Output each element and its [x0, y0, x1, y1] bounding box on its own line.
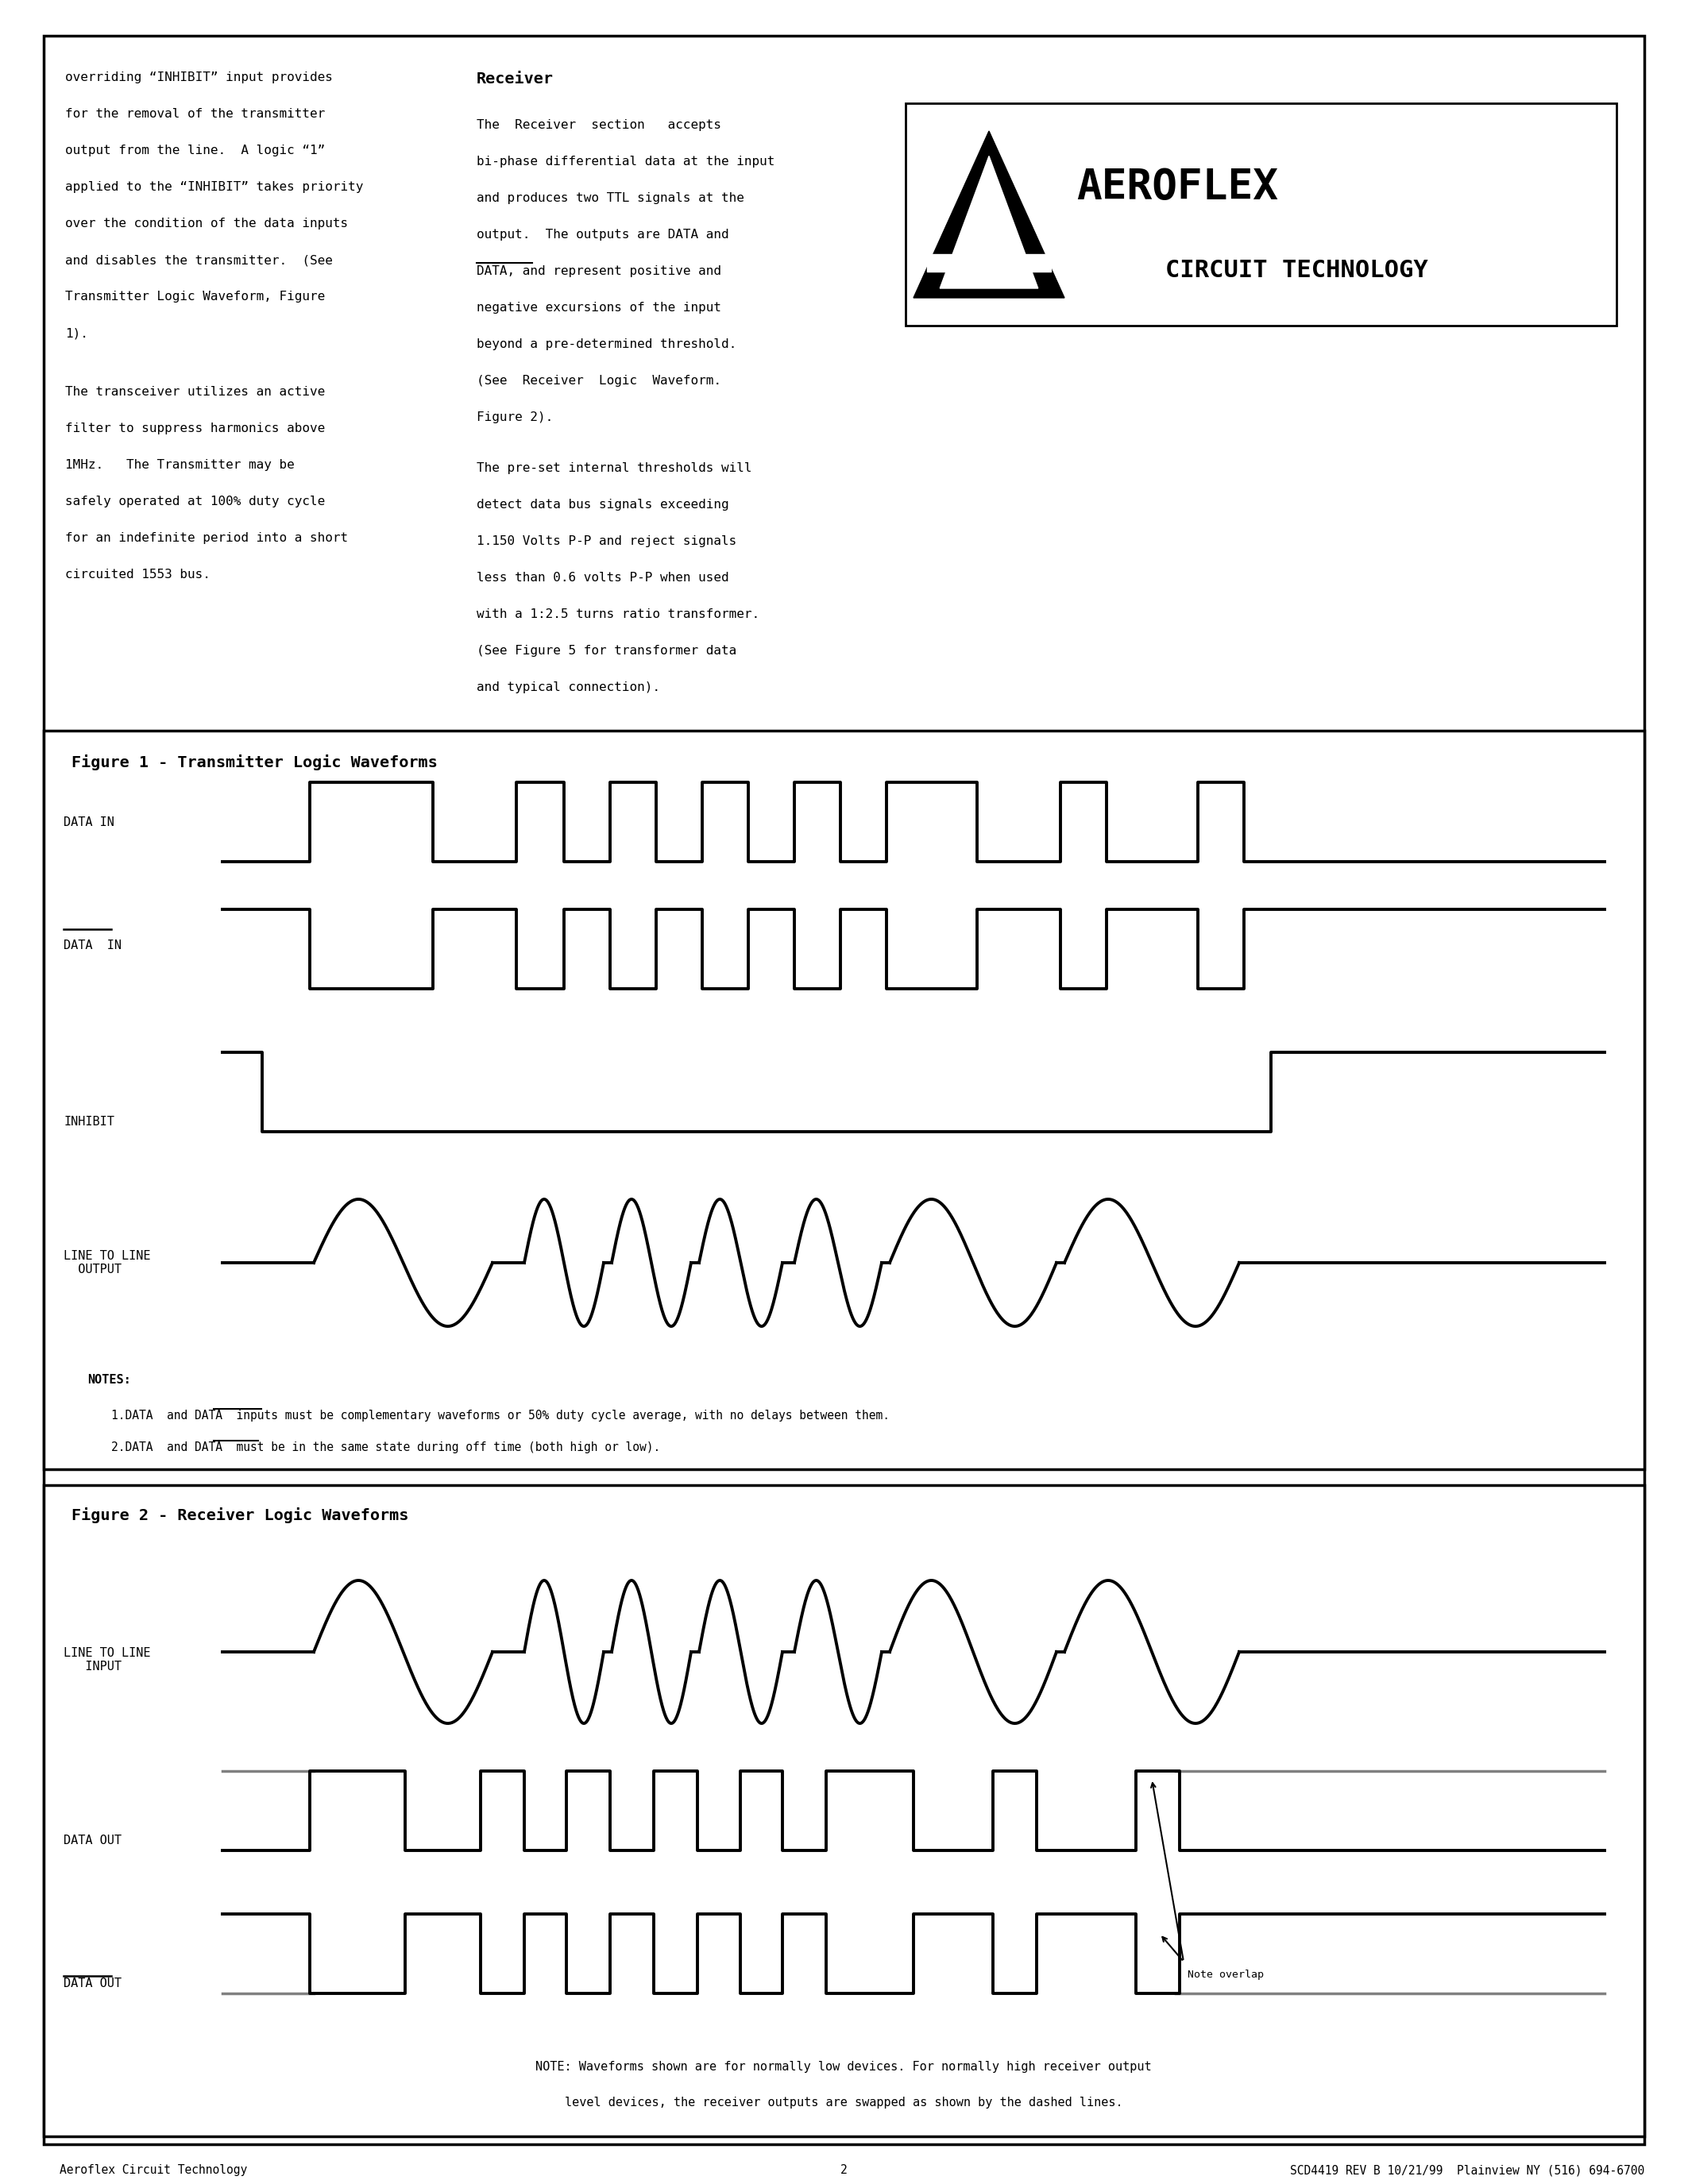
- Text: filter to suppress harmonics above: filter to suppress harmonics above: [66, 422, 326, 435]
- Text: DATA IN: DATA IN: [64, 817, 115, 828]
- Text: DATA OUT: DATA OUT: [64, 1977, 122, 1990]
- Text: The  Receiver  section   accepts: The Receiver section accepts: [476, 120, 721, 131]
- Polygon shape: [927, 253, 1052, 271]
- Text: output.  The outputs are DATA and: output. The outputs are DATA and: [476, 229, 729, 240]
- Text: and produces two TTL signals at the: and produces two TTL signals at the: [476, 192, 744, 203]
- Text: overriding “INHIBIT” input provides: overriding “INHIBIT” input provides: [66, 72, 333, 83]
- Text: with a 1:2.5 turns ratio transformer.: with a 1:2.5 turns ratio transformer.: [476, 609, 760, 620]
- Text: 1).: 1).: [66, 328, 88, 339]
- Bar: [44, 1485, 1644, 2136]
- Bar: [905, 103, 1617, 325]
- Polygon shape: [940, 155, 1038, 288]
- Text: LINE TO LINE
  OUTPUT: LINE TO LINE OUTPUT: [64, 1249, 150, 1275]
- Text: applied to the “INHIBIT” takes priority: applied to the “INHIBIT” takes priority: [66, 181, 363, 192]
- Text: Figure 2).: Figure 2).: [476, 411, 554, 424]
- Text: AEROFLEX: AEROFLEX: [1077, 168, 1278, 207]
- Text: Figure 2 - Receiver Logic Waveforms: Figure 2 - Receiver Logic Waveforms: [71, 1507, 408, 1522]
- Text: safely operated at 100% duty cycle: safely operated at 100% duty cycle: [66, 496, 326, 507]
- Text: Figure 1 - Transmitter Logic Waveforms: Figure 1 - Transmitter Logic Waveforms: [71, 753, 437, 771]
- Text: negative excursions of the input: negative excursions of the input: [476, 301, 721, 314]
- Text: beyond a pre-determined threshold.: beyond a pre-determined threshold.: [476, 339, 736, 349]
- Text: DATA OUT: DATA OUT: [64, 1835, 122, 1845]
- Text: for an indefinite period into a short: for an indefinite period into a short: [66, 531, 348, 544]
- Text: less than 0.6 volts P-P when used: less than 0.6 volts P-P when used: [476, 572, 729, 583]
- Text: Transmitter Logic Waveform, Figure: Transmitter Logic Waveform, Figure: [66, 290, 326, 304]
- Text: NOTES:: NOTES:: [88, 1374, 132, 1387]
- Text: CIRCUIT TECHNOLOGY: CIRCUIT TECHNOLOGY: [1165, 258, 1428, 282]
- Text: for the removal of the transmitter: for the removal of the transmitter: [66, 107, 326, 120]
- Text: detect data bus signals exceeding: detect data bus signals exceeding: [476, 500, 729, 511]
- Text: NOTE: Waveforms shown are for normally low devices. For normally high receiver o: NOTE: Waveforms shown are for normally l…: [535, 2062, 1151, 2073]
- Text: Note overlap: Note overlap: [1188, 1970, 1264, 1981]
- Polygon shape: [913, 131, 1065, 297]
- Text: The transceiver utilizes an active: The transceiver utilizes an active: [66, 387, 326, 397]
- Text: (See  Receiver  Logic  Waveform.: (See Receiver Logic Waveform.: [476, 376, 721, 387]
- Text: (See Figure 5 for transformer data: (See Figure 5 for transformer data: [476, 644, 736, 657]
- Text: 2: 2: [841, 2164, 847, 2175]
- Text: 1MHz.   The Transmitter may be: 1MHz. The Transmitter may be: [66, 459, 294, 470]
- Text: SCD4419 REV B 10/21/99  Plainview NY (516) 694-6700: SCD4419 REV B 10/21/99 Plainview NY (516…: [1290, 2164, 1644, 2175]
- Text: bi-phase differential data at the input: bi-phase differential data at the input: [476, 155, 775, 168]
- Text: The pre-set internal thresholds will: The pre-set internal thresholds will: [476, 463, 751, 474]
- Text: circuited 1553 bus.: circuited 1553 bus.: [66, 568, 211, 581]
- Text: 1.DATA  and DATA  inputs must be complementary waveforms or 50% duty cycle avera: 1.DATA and DATA inputs must be complemen…: [111, 1409, 890, 1422]
- Text: and typical connection).: and typical connection).: [476, 681, 660, 695]
- Text: INHIBIT: INHIBIT: [64, 1116, 115, 1127]
- Text: 1.150 Volts P-P and reject signals: 1.150 Volts P-P and reject signals: [476, 535, 736, 548]
- Text: and disables the transmitter.  (See: and disables the transmitter. (See: [66, 253, 333, 266]
- Text: Aeroflex Circuit Technology: Aeroflex Circuit Technology: [59, 2164, 246, 2175]
- Text: 2.DATA  and DATA  must be in the same state during off time (both high or low).: 2.DATA and DATA must be in the same stat…: [111, 1441, 660, 1452]
- Text: Receiver: Receiver: [476, 72, 554, 87]
- Text: DATA, and represent positive and: DATA, and represent positive and: [476, 264, 721, 277]
- Text: output from the line.  A logic “1”: output from the line. A logic “1”: [66, 144, 326, 157]
- Text: level devices, the receiver outputs are swapped as shown by the dashed lines.: level devices, the receiver outputs are …: [564, 2097, 1123, 2108]
- Text: over the condition of the data inputs: over the condition of the data inputs: [66, 218, 348, 229]
- Text: DATA  IN: DATA IN: [64, 939, 122, 950]
- Text: LINE TO LINE
   INPUT: LINE TO LINE INPUT: [64, 1647, 150, 1673]
- Bar: [44, 732, 1644, 1470]
